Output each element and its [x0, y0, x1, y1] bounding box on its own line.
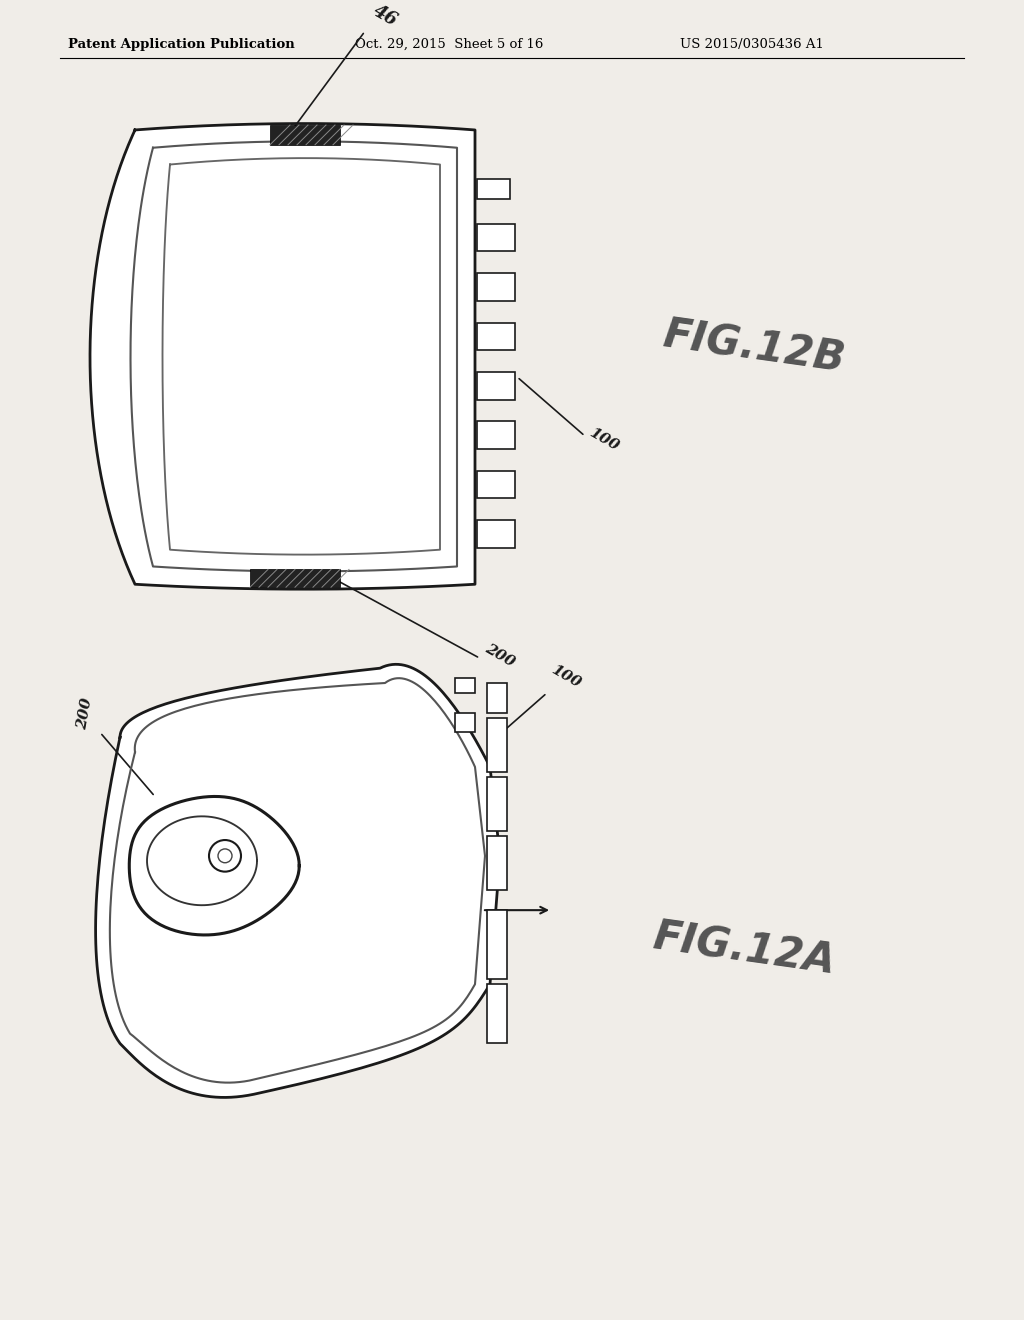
Bar: [455, 678, 475, 693]
Bar: [487, 911, 507, 979]
Text: 46: 46: [370, 3, 400, 30]
FancyBboxPatch shape: [477, 322, 515, 350]
Text: 100: 100: [549, 663, 584, 690]
FancyBboxPatch shape: [477, 520, 515, 548]
FancyBboxPatch shape: [477, 273, 515, 301]
Polygon shape: [90, 124, 475, 589]
Text: FIG.12B: FIG.12B: [660, 314, 848, 381]
Bar: [487, 682, 507, 713]
Bar: [250, 569, 340, 587]
Text: 200: 200: [75, 697, 94, 730]
Polygon shape: [95, 664, 500, 1097]
Text: 200: 200: [483, 642, 517, 669]
FancyBboxPatch shape: [477, 180, 510, 199]
Bar: [487, 985, 507, 1044]
Text: Patent Application Publication: Patent Application Publication: [68, 38, 295, 51]
Circle shape: [209, 840, 241, 871]
Polygon shape: [129, 796, 299, 935]
FancyBboxPatch shape: [477, 471, 515, 499]
Bar: [487, 836, 507, 891]
Text: FIG.12A: FIG.12A: [650, 916, 839, 983]
Bar: [270, 125, 340, 145]
FancyBboxPatch shape: [477, 224, 515, 251]
FancyBboxPatch shape: [477, 421, 515, 449]
Text: 100: 100: [587, 426, 622, 454]
FancyBboxPatch shape: [477, 372, 515, 400]
Text: US 2015/0305436 A1: US 2015/0305436 A1: [680, 38, 824, 51]
Bar: [487, 718, 507, 772]
Bar: [455, 713, 475, 733]
Bar: [487, 777, 507, 832]
Text: Oct. 29, 2015  Sheet 5 of 16: Oct. 29, 2015 Sheet 5 of 16: [355, 38, 544, 51]
Circle shape: [218, 849, 232, 863]
